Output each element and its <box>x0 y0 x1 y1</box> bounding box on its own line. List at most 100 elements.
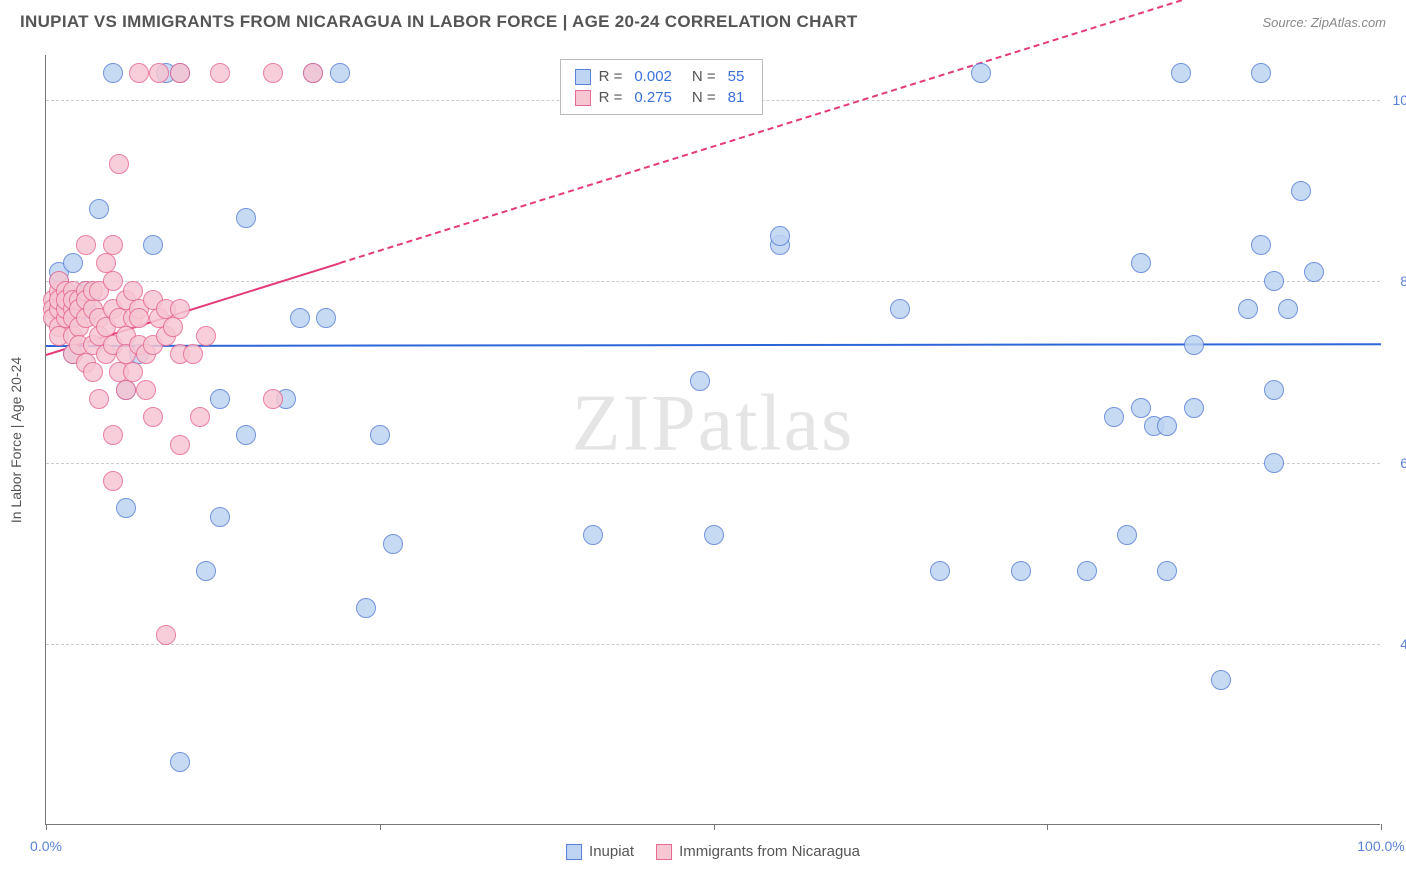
data-point <box>1184 335 1204 355</box>
data-point <box>89 389 109 409</box>
legend-r-label: R = <box>599 68 623 85</box>
data-point <box>1131 253 1151 273</box>
data-point <box>129 63 149 83</box>
data-point <box>170 752 190 772</box>
data-point <box>123 362 143 382</box>
data-point <box>89 199 109 219</box>
data-point <box>1278 299 1298 319</box>
gridline-h <box>46 463 1380 464</box>
data-point <box>1251 63 1271 83</box>
data-point <box>116 380 136 400</box>
y-tick-label: 80.0% <box>1385 273 1406 289</box>
legend-label: Immigrants from Nicaragua <box>679 843 860 860</box>
legend-swatch <box>575 69 591 85</box>
y-tick-label: 100.0% <box>1385 92 1406 108</box>
legend-row: R = 0.275 N = 81 <box>575 87 749 108</box>
data-point <box>704 525 724 545</box>
data-point <box>183 344 203 364</box>
data-point <box>170 435 190 455</box>
data-point <box>1238 299 1258 319</box>
data-point <box>290 308 310 328</box>
data-point <box>1264 380 1284 400</box>
data-point <box>356 598 376 618</box>
legend-swatch <box>656 844 672 860</box>
data-point <box>303 63 323 83</box>
legend-n-label: N = <box>692 89 716 106</box>
data-point <box>383 534 403 554</box>
data-point <box>196 561 216 581</box>
data-point <box>583 525 603 545</box>
x-tick <box>380 824 381 830</box>
legend-r-value: 0.275 <box>630 89 676 106</box>
data-point <box>196 326 216 346</box>
data-point <box>1157 561 1177 581</box>
legend-row: R =0.002N =55 <box>575 66 749 87</box>
data-point <box>76 235 96 255</box>
data-point <box>96 253 116 273</box>
legend-n-value: 81 <box>724 89 749 106</box>
data-point <box>170 63 190 83</box>
gridline-h <box>46 281 1380 282</box>
data-point <box>103 235 123 255</box>
data-point <box>136 380 156 400</box>
data-point <box>1117 525 1137 545</box>
data-point <box>63 253 83 273</box>
data-point <box>109 154 129 174</box>
correlation-legend: R =0.002N =55R =0.275N =81 <box>560 59 764 115</box>
data-point <box>156 625 176 645</box>
data-point <box>1304 262 1324 282</box>
data-point <box>1011 561 1031 581</box>
series-legend: Inupiat Immigrants from Nicaragua <box>566 843 860 860</box>
data-point <box>236 208 256 228</box>
legend-n-label: N = <box>692 68 716 85</box>
data-point <box>1157 416 1177 436</box>
data-point <box>971 63 991 83</box>
data-point <box>143 235 163 255</box>
x-tick <box>1047 824 1048 830</box>
data-point <box>330 63 350 83</box>
data-point <box>129 308 149 328</box>
source-label: Source: ZipAtlas.com <box>1262 15 1386 30</box>
data-point <box>263 389 283 409</box>
data-point <box>263 63 283 83</box>
data-point <box>210 389 230 409</box>
data-point <box>149 63 169 83</box>
data-point <box>930 561 950 581</box>
data-point <box>170 299 190 319</box>
data-point <box>370 425 390 445</box>
x-tick-label: 100.0% <box>1357 838 1404 854</box>
data-point <box>103 425 123 445</box>
gridline-h <box>46 644 1380 645</box>
data-point <box>770 226 790 246</box>
legend-swatch <box>575 90 591 106</box>
data-point <box>103 63 123 83</box>
data-point <box>163 317 183 337</box>
legend-r-label: R = <box>599 89 623 106</box>
watermark: ZIPatlas <box>572 379 855 470</box>
legend-item: Inupiat <box>566 843 634 860</box>
chart-area: ZIPatlas In Labor Force | Age 20-24 40.0… <box>45 55 1380 825</box>
data-point <box>123 281 143 301</box>
legend-r-value: 0.002 <box>630 68 676 85</box>
data-point <box>103 271 123 291</box>
data-point <box>83 362 103 382</box>
trendline <box>46 343 1381 347</box>
data-point <box>316 308 336 328</box>
data-point <box>1131 398 1151 418</box>
data-point <box>690 371 710 391</box>
data-point <box>1264 453 1284 473</box>
data-point <box>143 407 163 427</box>
x-tick <box>714 824 715 830</box>
data-point <box>1264 271 1284 291</box>
data-point <box>1171 63 1191 83</box>
data-point <box>1291 181 1311 201</box>
x-tick <box>46 824 47 830</box>
data-point <box>210 507 230 527</box>
data-point <box>1251 235 1271 255</box>
y-tick-label: 40.0% <box>1385 636 1406 652</box>
chart-title: INUPIAT VS IMMIGRANTS FROM NICARAGUA IN … <box>20 12 858 32</box>
y-axis-label: In Labor Force | Age 20-24 <box>8 356 24 522</box>
data-point <box>890 299 910 319</box>
legend-label: Inupiat <box>589 843 634 860</box>
data-point <box>116 498 136 518</box>
